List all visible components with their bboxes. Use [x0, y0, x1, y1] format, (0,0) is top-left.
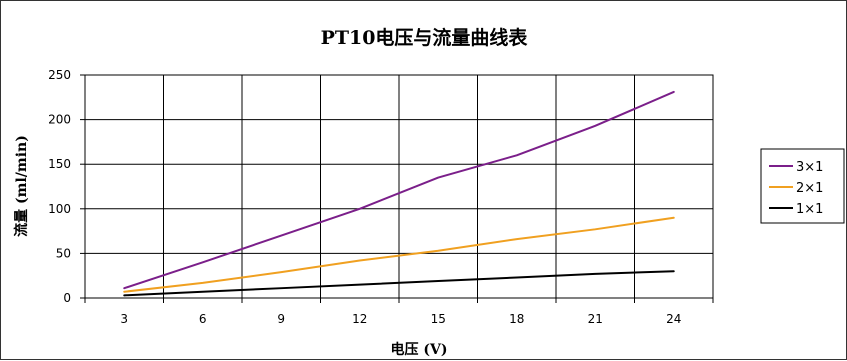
x-tick-label: 18 — [509, 312, 524, 326]
series-line — [123, 270, 675, 297]
x-axis-label: 电压 (V) — [391, 341, 448, 358]
y-tick-label: 0 — [63, 291, 71, 305]
y-tick-label: 50 — [56, 246, 71, 260]
series-lines — [123, 90, 675, 297]
x-tick-label: 9 — [277, 312, 285, 326]
y-tick-label: 200 — [48, 113, 71, 127]
x-tick-label: 21 — [588, 312, 603, 326]
y-tick-label: 100 — [48, 202, 71, 216]
legend: 3×1 2×1 1×1 — [760, 148, 845, 224]
x-tick-label: 15 — [431, 312, 446, 326]
legend-label: 2×1 — [796, 181, 823, 196]
y-axis-label: 流量 (ml/min) — [13, 135, 30, 237]
plot-area-border — [84, 74, 714, 299]
x-tick-label: 24 — [666, 312, 681, 326]
x-tick-labels: 3 6 9 12 15 18 21 24 — [120, 312, 681, 326]
x-tick-label: 12 — [352, 312, 367, 326]
series-line — [123, 90, 675, 290]
series-line — [123, 216, 675, 293]
y-tick-label: 150 — [48, 157, 71, 171]
chart-title: PT10电压与流量曲线表 — [321, 26, 529, 49]
legend-box — [760, 148, 845, 224]
x-tick-label: 6 — [199, 312, 207, 326]
x-tick-label: 3 — [120, 312, 128, 326]
legend-label: 3×1 — [796, 160, 823, 175]
y-tick-labels: 0 50 100 150 200 250 — [48, 68, 71, 305]
y-tick-label: 250 — [48, 68, 71, 82]
legend-label: 1×1 — [796, 202, 823, 217]
